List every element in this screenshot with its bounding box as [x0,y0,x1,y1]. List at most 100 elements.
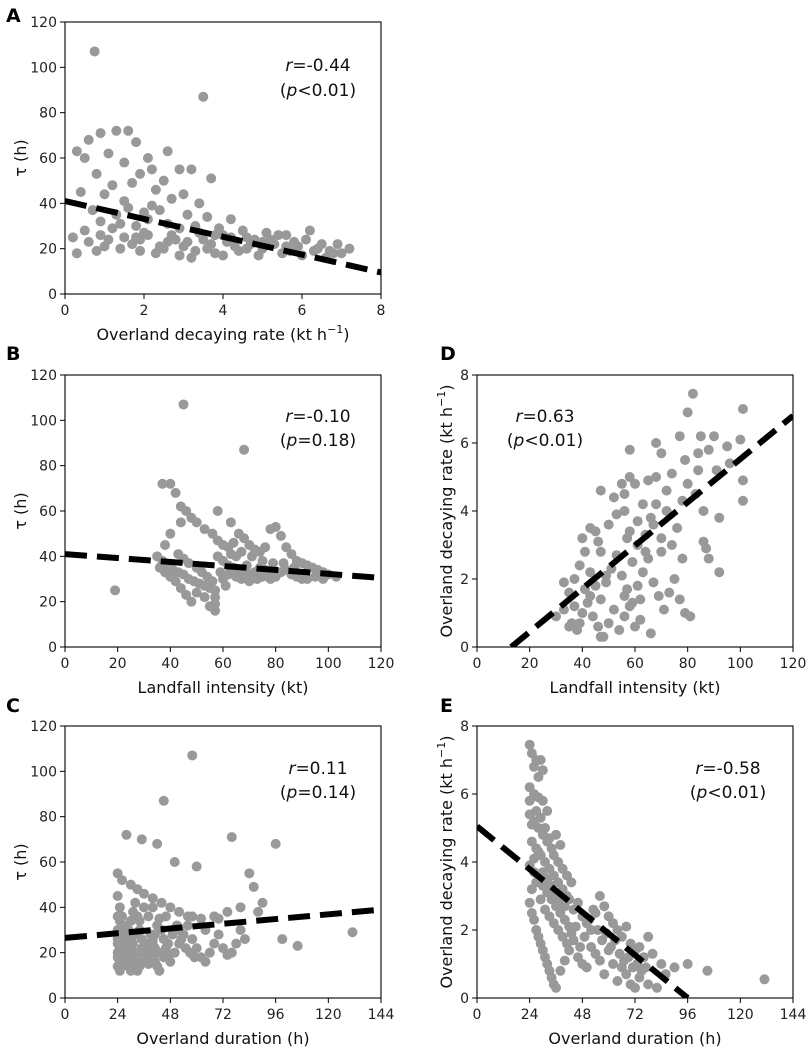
data-point [212,506,223,516]
data-point [89,46,100,57]
data-point [308,245,319,256]
data-point [157,478,168,489]
y-axis-label: τ (h) [11,492,30,529]
data-point [246,551,257,562]
data-point [117,920,128,931]
data-point [119,157,130,168]
data-point [627,557,638,567]
data-point [561,938,572,949]
data-point [592,925,603,935]
data-point [165,528,176,539]
data-point [300,234,311,245]
x-tick-label: 72 [214,1007,232,1023]
data-point [135,168,146,179]
data-point [260,542,271,553]
data-point [336,248,347,259]
data-point [695,431,706,442]
data-point [199,524,210,535]
data-point [130,897,141,908]
data-point [141,938,152,949]
data-point [524,795,535,806]
data-point [154,965,165,976]
data-point [645,512,656,523]
p-value-annotation: (p<0.01) [280,81,356,101]
data-point [289,236,300,247]
data-point [304,225,315,236]
regression-line [65,198,381,276]
data-point [117,875,128,886]
data-point [630,478,640,489]
panel-b: B 0 20 40 60 80 100 120 0 20 40 60 80 100 120 Landfall … [6,343,394,697]
data-point [622,533,633,544]
y-tick-label: 100 [30,413,57,429]
x-tick-label: 40 [161,656,179,672]
x-tick-label: 144 [780,1007,807,1023]
data-point [608,604,619,615]
data-point [682,407,693,418]
y-tick-label: 0 [460,640,469,656]
x-tick-label: 48 [573,1007,591,1023]
x-axis-label: Overland duration (h) [136,1029,309,1048]
data-point [619,611,630,622]
data-point [542,806,553,816]
data-point [759,974,770,985]
data-point [210,230,221,241]
data-point [608,492,619,503]
x-tick-label: 144 [368,1007,395,1023]
data-point [533,846,544,857]
data-point [273,230,284,241]
data-point [95,216,106,227]
data-point [154,562,165,573]
data-point [131,232,142,243]
data-point [239,444,250,455]
data-point [165,478,176,489]
panel-letter: B [6,343,20,365]
data-point [187,750,198,761]
x-tick-label: 120 [780,656,807,672]
y-tick-label: 0 [48,991,57,1007]
data-point [574,560,585,571]
data-point [535,812,546,823]
data-point [79,153,90,163]
data-point [191,587,202,598]
data-point [225,214,236,225]
data-point [624,472,635,482]
panel-c: C 0 24 48 72 96 120 144 0 20 40 60 80 100 120 Overland … [6,695,394,1048]
data-point [174,906,185,917]
p-value-annotation: (p=0.18) [280,431,356,451]
data-point [186,164,197,175]
data-point [286,549,297,560]
x-tick-label: 20 [109,656,127,672]
data-point [110,585,121,596]
x-tick-label: 120 [727,1007,754,1023]
data-point [147,902,158,913]
scatter-points [110,399,342,616]
data-point [529,761,540,772]
data-point [107,180,118,191]
data-point [257,555,268,566]
data-point [162,236,173,247]
data-point [196,913,207,924]
x-tick-label: 0 [473,1007,482,1023]
panel-letter: D [440,343,456,365]
x-tick-label: 80 [679,656,697,672]
data-point [540,823,551,833]
data-point [187,934,198,945]
data-point [635,614,646,625]
data-point [125,965,136,976]
data-point [347,927,358,938]
data-point [206,239,217,250]
data-point [213,929,224,940]
data-point [599,969,610,980]
data-point [158,175,169,186]
data-point [218,250,228,261]
data-point [231,938,242,949]
data-point [302,574,313,584]
data-point [189,952,200,963]
data-point [131,137,142,148]
data-point [139,888,149,899]
data-point [194,198,205,209]
